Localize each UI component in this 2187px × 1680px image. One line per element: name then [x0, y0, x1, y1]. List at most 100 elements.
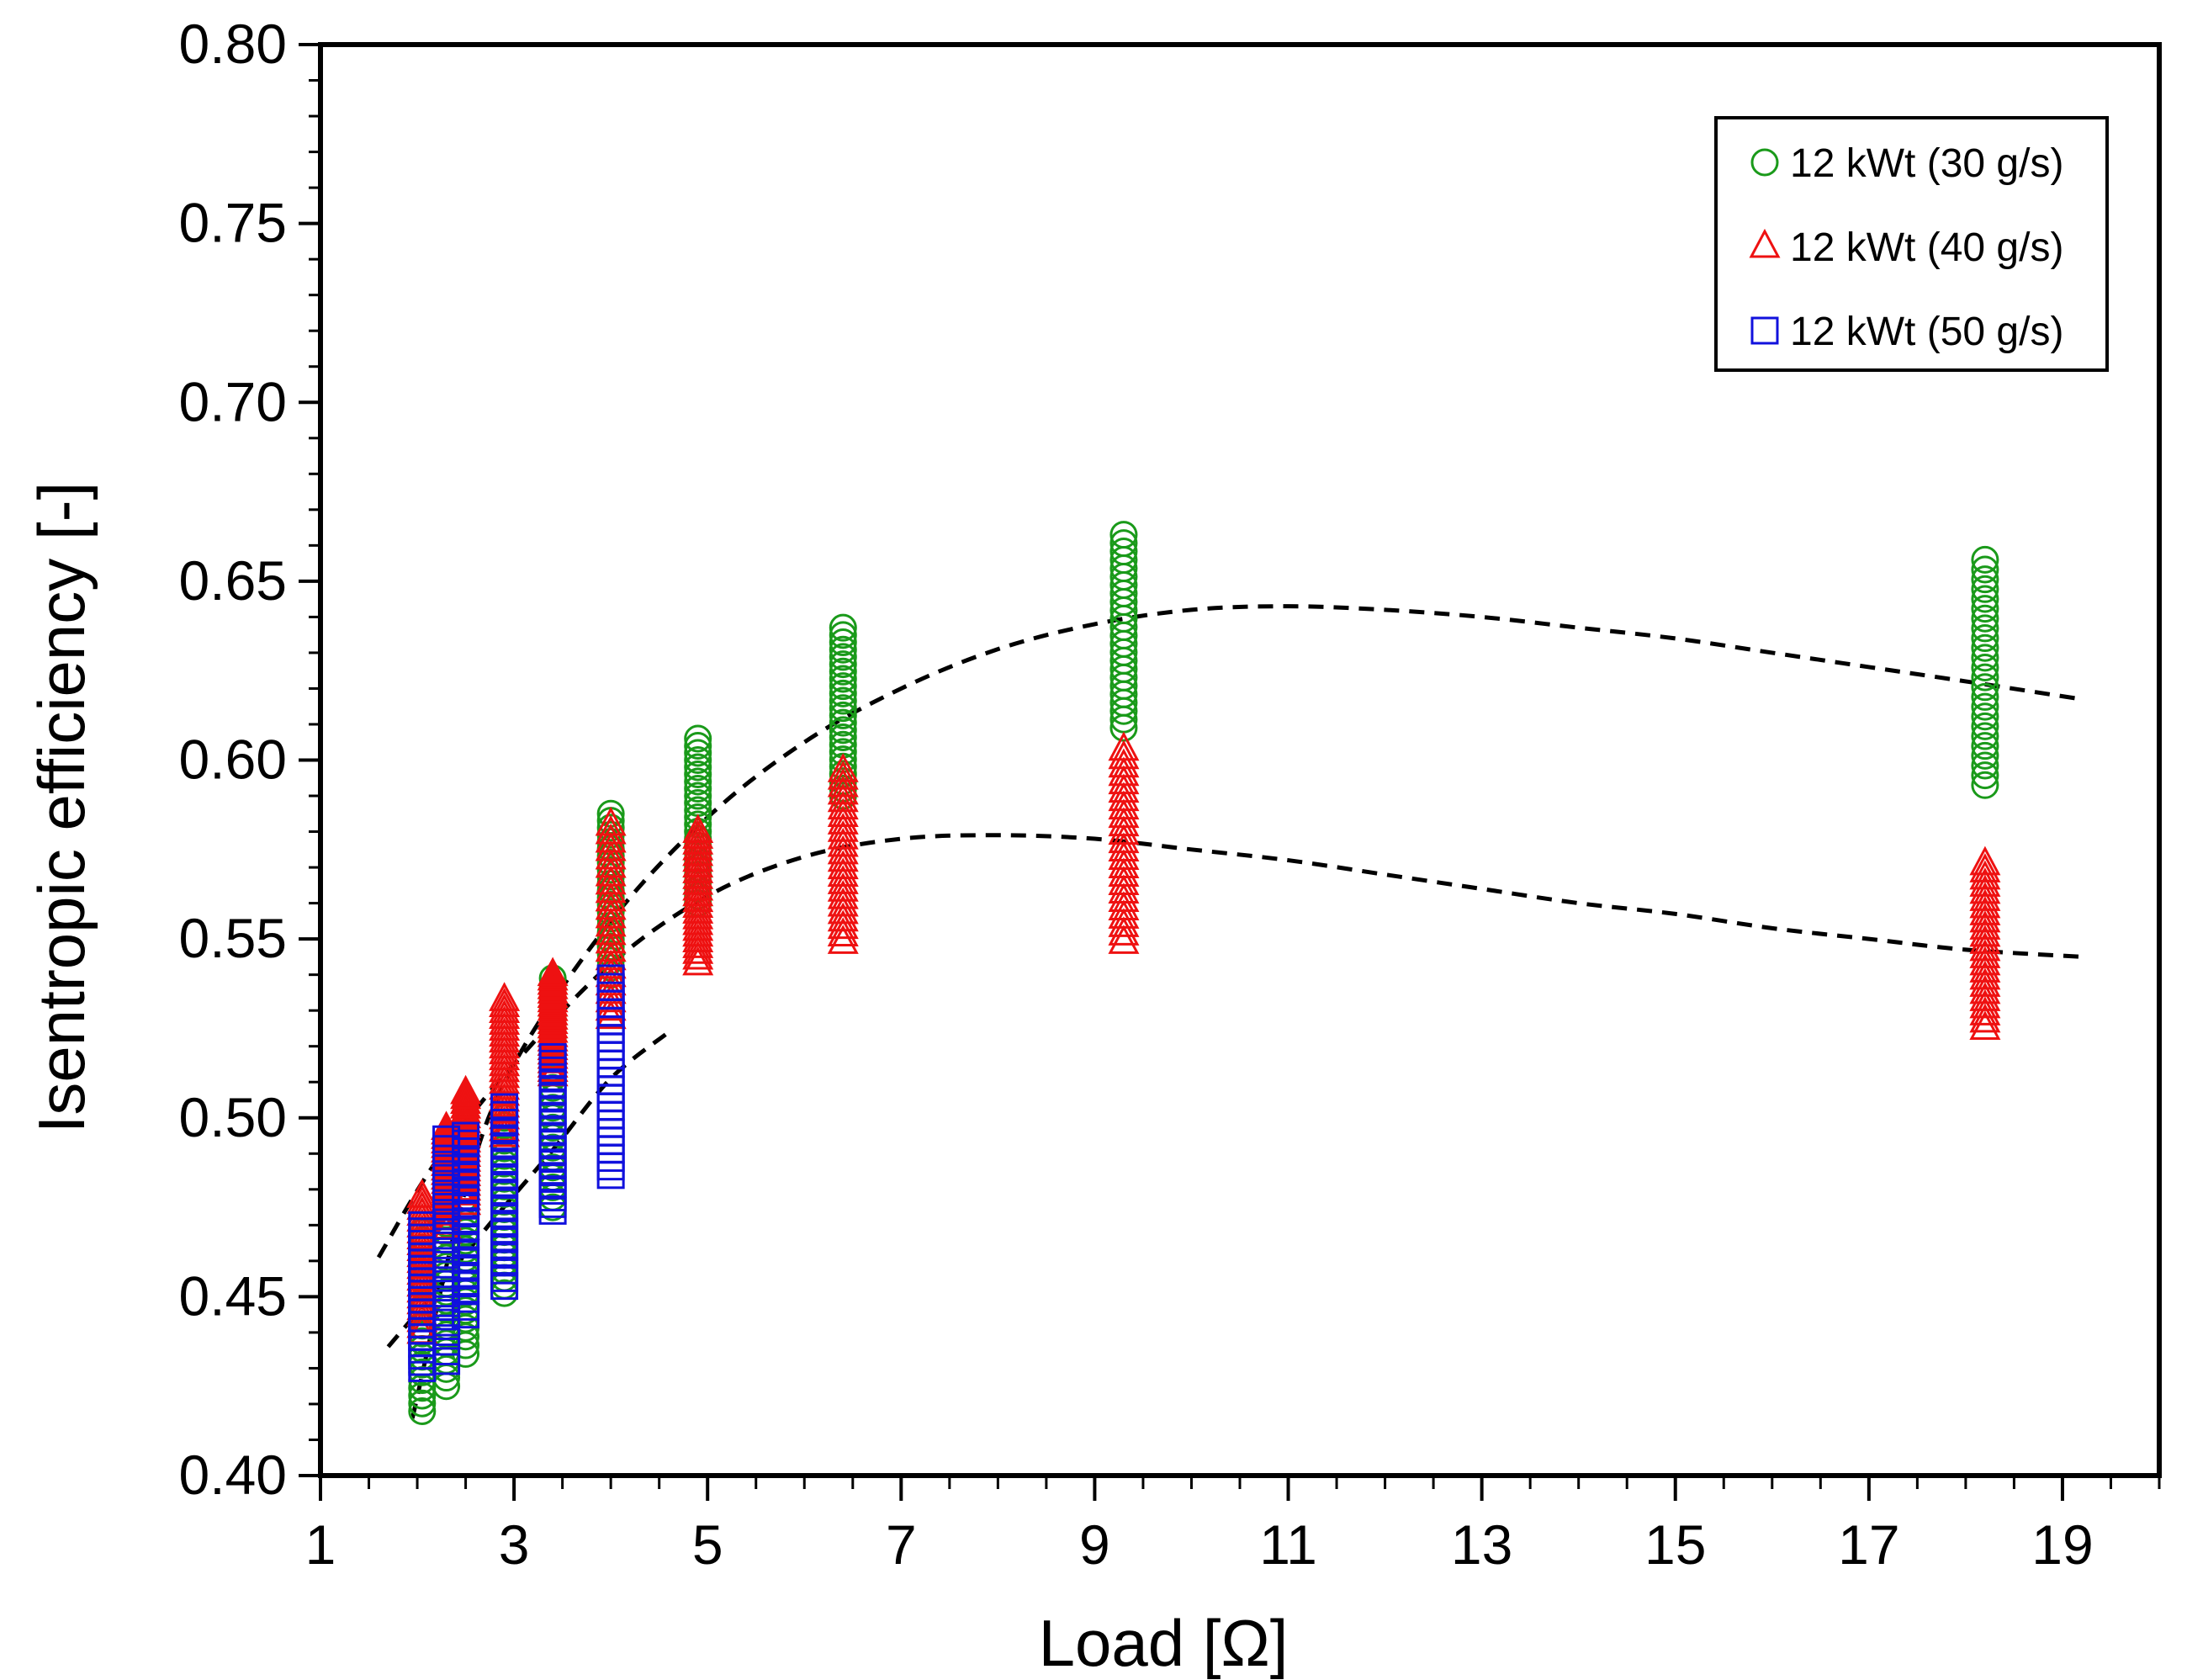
point-circle	[684, 767, 712, 796]
point-triangle	[595, 991, 627, 1021]
point-square	[596, 1041, 625, 1069]
point-circle	[1971, 751, 1999, 780]
point-circle	[829, 672, 857, 701]
point-circle	[829, 716, 857, 745]
point-triangle	[682, 819, 714, 849]
point-triangle	[1108, 798, 1140, 829]
point-circle	[684, 775, 712, 803]
point-triangle	[595, 882, 627, 912]
point-circle	[1971, 595, 1999, 623]
point-triangle	[595, 831, 627, 861]
point-circle	[1971, 692, 1999, 721]
legend: 12 kWt (30 g/s) 12 kWt (40 g/s) 12 kWt (…	[1714, 116, 2109, 372]
point-triangle	[595, 890, 627, 920]
point-triangle	[827, 865, 859, 894]
point-triangle	[450, 1089, 482, 1119]
point-triangle	[1108, 824, 1140, 854]
y-tick-label: 0.45	[179, 1264, 287, 1327]
point-triangle	[1108, 908, 1140, 937]
point-square	[596, 1110, 625, 1138]
point-triangle	[1969, 882, 2001, 911]
point-triangle	[827, 753, 859, 782]
point-square	[596, 1153, 625, 1181]
point-square	[490, 1093, 519, 1121]
legend-marker-square	[1750, 316, 1779, 345]
point-triangle	[595, 915, 627, 946]
point-triangle	[595, 814, 627, 845]
point-square	[596, 964, 625, 993]
point-circle	[1971, 653, 1999, 681]
point-circle	[1971, 624, 1999, 653]
point-triangle	[1108, 882, 1140, 912]
point-triangle	[1108, 891, 1140, 920]
point-triangle	[1108, 790, 1140, 820]
point-triangle	[595, 848, 627, 878]
point-triangle	[827, 879, 859, 909]
point-triangle	[1108, 773, 1140, 803]
point-circle	[829, 643, 857, 671]
point-circle	[1109, 529, 1138, 558]
point-circle	[684, 761, 712, 789]
point-circle	[829, 679, 857, 708]
legend-label-30gs: 12 kWt (30 g/s)	[1790, 141, 2063, 186]
point-triangle	[595, 865, 627, 895]
point-triangle	[1969, 960, 2001, 990]
point-triangle	[1108, 899, 1140, 929]
point-triangle	[1969, 845, 2001, 876]
point-circle	[684, 753, 712, 782]
point-triangle	[1969, 1003, 2001, 1033]
point-circle	[1971, 702, 1999, 731]
x-tick-label: 11	[1259, 1513, 1317, 1576]
x-tick-label: 5	[692, 1513, 723, 1576]
x-axis-label: Load [Ω]	[1039, 1606, 1289, 1680]
point-triangle	[1108, 866, 1140, 895]
point-circle	[408, 1396, 437, 1425]
point-circle	[1971, 614, 1999, 643]
x-tick-label: 17	[1838, 1513, 1899, 1576]
point-triangle	[595, 823, 627, 853]
x-tick-label: 15	[1644, 1513, 1706, 1576]
point-circle	[1971, 722, 1999, 750]
point-circle	[1971, 741, 1999, 770]
point-triangle	[1108, 731, 1140, 761]
x-tick-label: 1	[305, 1513, 336, 1576]
point-square	[596, 1024, 625, 1052]
point-triangle	[1969, 974, 2001, 1004]
y-tick-label: 0.80	[179, 13, 287, 75]
point-square	[596, 1135, 625, 1163]
point-circle	[829, 686, 857, 715]
point-triangle	[682, 814, 714, 844]
point-circle	[684, 782, 712, 810]
point-triangle	[1969, 946, 2001, 976]
point-triangle	[1108, 832, 1140, 862]
point-circle	[829, 708, 857, 737]
point-triangle	[1108, 756, 1140, 787]
point-circle	[1971, 712, 1999, 740]
y-axis-label: Isentropic efficiency [-]	[24, 482, 98, 1134]
legend-markers	[1749, 148, 1781, 345]
point-circle	[1971, 682, 1999, 711]
legend-marker-circle	[1750, 148, 1779, 177]
point-circle	[829, 650, 857, 679]
point-circle	[829, 701, 857, 729]
point-triangle	[827, 872, 859, 902]
point-circle	[684, 724, 712, 753]
point-circle	[1971, 565, 1999, 594]
point-square	[596, 1032, 625, 1061]
point-square	[596, 1161, 625, 1190]
point-circle	[684, 731, 712, 760]
point-circle	[1971, 633, 1999, 662]
point-triangle	[827, 819, 859, 850]
point-circle	[1971, 545, 1999, 574]
point-circle	[1971, 604, 1999, 633]
axis-ticks	[299, 43, 2161, 1501]
point-triangle	[827, 767, 859, 798]
point-triangle	[827, 790, 859, 820]
y-tick-label: 0.65	[179, 549, 287, 612]
point-circle	[829, 657, 857, 686]
point-triangle	[827, 909, 859, 940]
point-triangle	[827, 894, 859, 925]
tick-labels: 1 3 5 7 9 11 13 15 17 190.400.450.500.550.600.650…	[179, 13, 2094, 1576]
x-tick-label: 19	[2031, 1513, 2093, 1576]
